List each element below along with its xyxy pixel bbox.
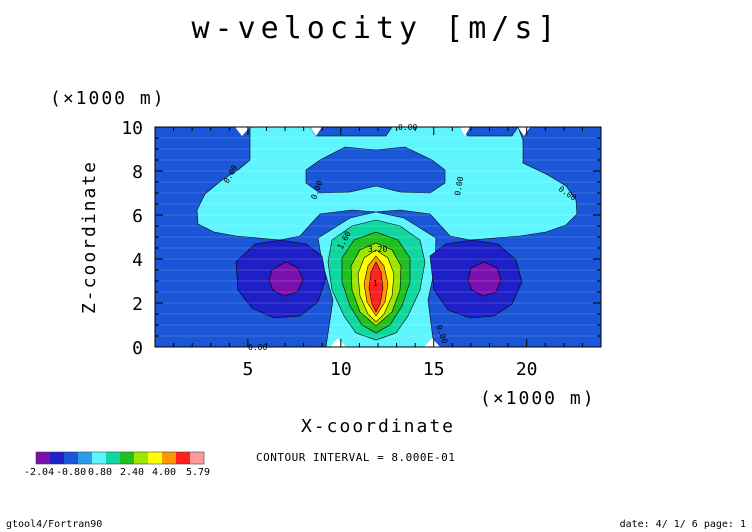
y-tick-label: 0 xyxy=(132,338,143,359)
colorbar-tick-label: 2.40 xyxy=(120,467,144,478)
colorbar-tick-label: 5.79 xyxy=(186,467,210,478)
chart-title: w-velocity [m/s] xyxy=(192,11,561,46)
notch xyxy=(460,127,470,136)
colorbar-tick-label: 4.00 xyxy=(152,467,176,478)
colorbar-swatch xyxy=(134,452,148,464)
band-near-zero-top-center xyxy=(305,146,446,194)
y-axis: 0 2 4 6 8 10 xyxy=(121,118,601,359)
x-tick-label: 5 xyxy=(242,359,253,380)
notch xyxy=(424,338,440,347)
notch xyxy=(235,127,250,136)
colorbar-swatch xyxy=(78,452,92,464)
colorbar-swatch xyxy=(148,452,162,464)
colorbar xyxy=(35,451,205,465)
x-tick-label: 10 xyxy=(330,359,352,380)
contour-interval: CONTOUR INTERVAL = 8.000E-01 xyxy=(256,451,455,464)
footer-right: date: 4/ 1/ 6 page: 1 xyxy=(620,519,746,530)
colorbar-swatch xyxy=(36,452,50,464)
colorbar-swatch xyxy=(176,452,190,464)
y-unit-label: (×1000 m) xyxy=(50,88,166,109)
colorbar-tick-label: -2.04 xyxy=(24,467,54,478)
contour-label: 1 xyxy=(373,279,378,288)
colorbar-swatch xyxy=(50,452,64,464)
contour-label: 3.20 xyxy=(368,245,387,254)
y-axis-label: Z-coordinate xyxy=(79,160,100,314)
x-tick-label: 15 xyxy=(423,359,445,380)
grid-lines xyxy=(155,137,601,337)
colorbar-tick-label: -0.80 xyxy=(56,467,86,478)
x-axis: 5 10 15 20 xyxy=(173,127,583,380)
band-min-right xyxy=(467,261,502,297)
colorbar-tick-label: 0.80 xyxy=(88,467,112,478)
colorbar-swatch xyxy=(64,452,78,464)
colorbar-swatch xyxy=(92,452,106,464)
colorbar-swatch xyxy=(106,452,120,464)
footer-left: gtool4/Fortran90 xyxy=(6,519,102,530)
x-tick-label: 20 xyxy=(516,359,538,380)
colorbar-swatch xyxy=(190,452,204,464)
colorbar-swatch xyxy=(120,452,134,464)
y-tick-label: 4 xyxy=(132,250,143,271)
colorbar-swatch xyxy=(162,452,176,464)
x-unit-label: (×1000 m) xyxy=(480,388,596,409)
band-min-left xyxy=(268,261,304,297)
band-4.8-5.79 xyxy=(368,261,384,313)
plot-area xyxy=(155,127,601,347)
x-axis-label: X-coordinate xyxy=(301,416,455,437)
y-tick-label: 10 xyxy=(121,118,143,139)
contour-label: 0.00 xyxy=(453,176,465,197)
y-tick-label: 8 xyxy=(132,162,143,183)
colorbar-tick-labels: -2.04 -0.80 0.80 2.40 4.00 5.79 xyxy=(24,467,210,478)
y-tick-label: 6 xyxy=(132,206,143,227)
notch xyxy=(330,338,346,347)
y-tick-label: 2 xyxy=(132,294,143,315)
notch xyxy=(310,127,322,136)
